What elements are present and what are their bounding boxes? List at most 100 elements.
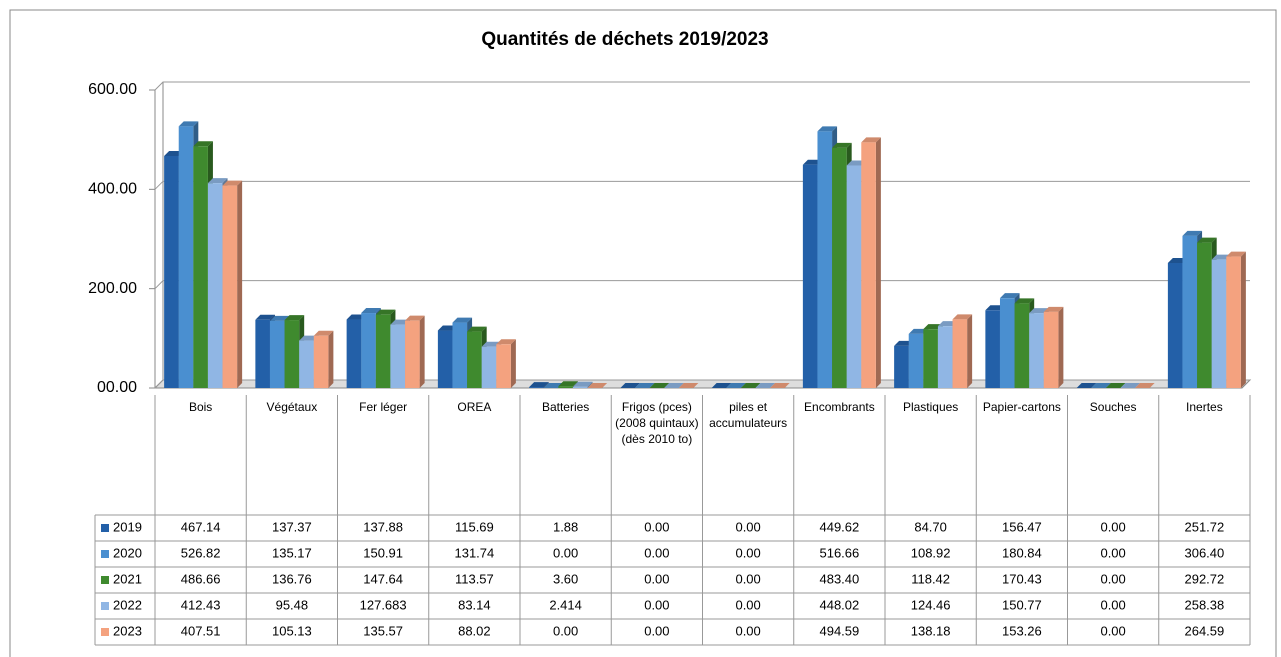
grid-line	[154, 379, 1250, 389]
bar-top	[620, 383, 640, 388]
bar-top	[496, 339, 516, 345]
table-value: 127.683	[360, 597, 407, 612]
bar-top	[952, 314, 973, 320]
x-tick-label-box: Inertes	[1186, 400, 1223, 414]
bar	[861, 142, 876, 388]
bar	[802, 164, 818, 388]
bar-top	[587, 383, 608, 388]
bar	[346, 319, 362, 388]
table-value: 135.17	[272, 545, 312, 560]
x-tick-label: Inertes	[1186, 400, 1223, 414]
bar-top	[1226, 251, 1246, 257]
bar-top	[222, 180, 243, 186]
bar-top	[193, 141, 213, 147]
bar-top	[1105, 383, 1126, 388]
bar-top	[452, 317, 473, 323]
legend-label: 2023	[113, 623, 142, 638]
bar-side	[1240, 251, 1246, 388]
table-value: 131.74	[454, 545, 494, 560]
bar-top	[755, 383, 776, 388]
table-value: 105.13	[272, 623, 312, 638]
chart-frame	[9, 9, 1277, 657]
table-value: 3.60	[553, 571, 578, 586]
bar	[437, 330, 453, 388]
bar	[1197, 242, 1212, 388]
bar	[894, 345, 909, 388]
x-tick-label-box: Bois	[189, 400, 212, 414]
bar-side	[967, 314, 973, 388]
bar	[405, 320, 420, 388]
bar	[222, 185, 238, 388]
x-tick-label: Frigos (pces) (2008 quintaux) (dès 2010 …	[615, 400, 699, 446]
bar	[164, 155, 179, 388]
table-value: 88.02	[458, 623, 491, 638]
bar-side	[1058, 306, 1064, 388]
table-value: 486.66	[181, 571, 221, 586]
bar	[178, 126, 194, 388]
bar-top	[634, 383, 655, 388]
bar-top	[726, 383, 746, 388]
bar-top	[405, 315, 425, 321]
table-value: 156.47	[1002, 519, 1042, 534]
y-tick-label: 400.00	[88, 181, 137, 198]
table-value: 0.00	[735, 623, 760, 638]
bar-top	[999, 293, 1020, 299]
y-tick-label: 200.00	[88, 280, 137, 297]
bar	[817, 131, 833, 388]
bar	[908, 333, 924, 388]
table-value: 113.57	[455, 571, 494, 586]
x-tick-label: Fer léger	[359, 400, 408, 414]
bar	[361, 313, 376, 388]
bar-top	[1043, 306, 1064, 312]
bar	[299, 340, 314, 388]
bar-top	[284, 315, 305, 321]
bar	[496, 344, 511, 388]
table-value: 170.43	[1002, 571, 1042, 586]
bar	[313, 335, 329, 388]
table-value: 526.82	[181, 545, 221, 560]
bar	[207, 183, 223, 388]
table-value: 150.77	[1002, 597, 1042, 612]
table-value: 0.00	[735, 597, 760, 612]
bar-top	[1197, 237, 1217, 243]
bar-side	[510, 339, 516, 388]
legend-swatch	[101, 550, 109, 558]
legend-label: 2020	[113, 545, 142, 560]
bar	[467, 331, 482, 388]
legend-label: 2022	[113, 597, 142, 612]
bar	[1043, 311, 1059, 388]
x-tick-label: Végétaux	[266, 400, 318, 414]
bar	[529, 387, 544, 388]
x-tick-label: Encombrants	[804, 400, 875, 414]
y-tick-label: 600.00	[88, 81, 137, 98]
x-tick-label-box: Batteries	[541, 400, 590, 414]
legend-swatch	[101, 602, 109, 610]
x-tick-label-box: piles et accumulateurs	[709, 400, 787, 430]
table-value: 0.00	[735, 571, 760, 586]
bar	[572, 386, 588, 388]
bar-side	[419, 315, 425, 388]
table-value: 83.14	[458, 597, 491, 612]
bar-top	[649, 383, 670, 388]
legend-label: 2021	[113, 571, 142, 586]
table-value: 0.00	[644, 623, 669, 638]
bar	[999, 298, 1015, 388]
table-value: 494.59	[819, 623, 859, 638]
grid-line	[154, 180, 1250, 190]
table-value: 0.00	[644, 545, 669, 560]
y-tick-label: 00.00	[97, 379, 137, 396]
bar	[846, 165, 862, 388]
x-tick-label: Batteries	[541, 400, 590, 414]
x-tick-label: OREA	[457, 400, 492, 414]
bar	[269, 320, 285, 388]
table-value: 251.72	[1184, 519, 1224, 534]
table-value: 115.69	[455, 519, 494, 534]
table-value: 516.66	[819, 545, 859, 560]
bar-top	[1091, 383, 1111, 388]
bar	[284, 320, 300, 388]
bar-top	[572, 381, 593, 387]
bar-top	[770, 383, 790, 388]
table-value: 147.64	[363, 571, 403, 586]
x-tick-label-box: Végétaux	[266, 400, 318, 414]
x-tick-label-box: Papier-cartons	[983, 400, 1061, 414]
